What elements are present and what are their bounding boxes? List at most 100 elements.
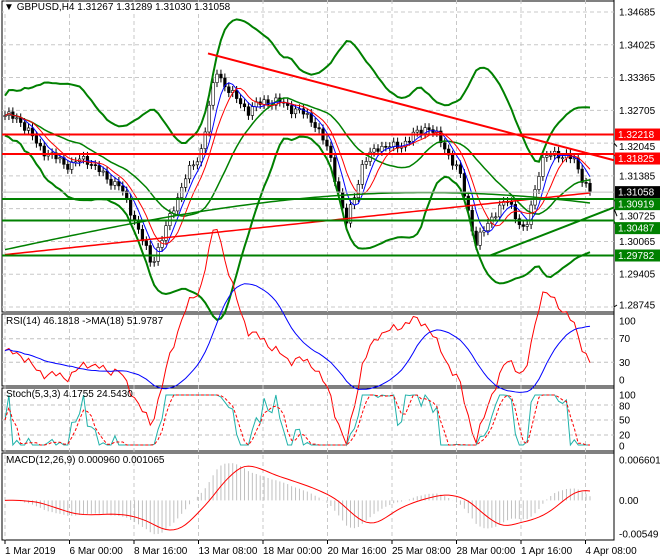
candle-body xyxy=(450,154,455,166)
level-badge xyxy=(615,198,660,211)
price-tick: 1.30725 xyxy=(619,212,656,223)
candle-body xyxy=(164,225,168,241)
ma-slow xyxy=(4,87,591,245)
candle-body xyxy=(478,231,482,246)
time-tick: 28 Mar 00:00 xyxy=(457,546,516,557)
candle-body xyxy=(211,82,215,106)
price-tick: 1.30065 xyxy=(619,237,656,248)
stoch-tick: 20 xyxy=(619,431,631,442)
candle-body xyxy=(34,135,39,144)
candle-body xyxy=(344,207,349,224)
rsi-tick: 0 xyxy=(619,376,625,387)
macd-tick: 0.006601 xyxy=(619,456,660,467)
candle-body xyxy=(509,201,514,205)
candle-body xyxy=(187,165,192,180)
rsi-ma-line xyxy=(4,283,591,393)
candle-body xyxy=(238,98,243,105)
level-label: 1.29782 xyxy=(618,251,655,262)
price-tick: 1.31385 xyxy=(619,171,656,182)
candle-body xyxy=(317,127,321,130)
candle-body xyxy=(38,142,42,147)
level-label: 1.32218 xyxy=(618,130,655,141)
panel-frame-3 xyxy=(1,452,615,541)
candle-body xyxy=(525,224,529,227)
candle-body xyxy=(148,245,152,263)
candle-body xyxy=(313,122,317,128)
candle-body xyxy=(215,73,219,83)
price-tick: 1.34685 xyxy=(619,8,656,19)
candle-body xyxy=(407,140,411,143)
macd-label: MACD(12,26,9) 0.000960 0.001065 xyxy=(6,455,165,466)
candle-body xyxy=(348,204,353,224)
stoch-main-line xyxy=(4,393,590,447)
candle-body xyxy=(101,170,105,173)
candle-body xyxy=(121,185,125,192)
time-tick: 4 Apr 08:00 xyxy=(586,546,638,557)
candle-body xyxy=(541,157,545,177)
candle-body xyxy=(89,164,93,166)
candle-body xyxy=(227,86,231,93)
candle-body xyxy=(329,145,333,158)
resistance-trendline xyxy=(207,52,615,162)
candle-body xyxy=(403,140,408,148)
candle-body xyxy=(549,155,553,157)
candle-body xyxy=(219,73,223,79)
time-tick: 20 Mar 16:00 xyxy=(328,546,387,557)
candle-body xyxy=(454,164,459,167)
time-tick: 18 Mar 00:00 xyxy=(263,546,322,557)
candle-body xyxy=(588,182,592,192)
candle-body xyxy=(380,146,384,152)
candle-body xyxy=(199,148,203,163)
candle-body xyxy=(411,131,415,142)
stoch-tick: 100 xyxy=(619,391,636,402)
candle-body xyxy=(427,127,431,130)
time-tick: 13 Mar 08:00 xyxy=(199,546,258,557)
current-price-badge xyxy=(615,186,660,199)
price-tick: 1.33365 xyxy=(619,73,656,84)
candle-body xyxy=(439,130,443,144)
ohlc-close: 1.31058 xyxy=(194,2,231,13)
candle-body xyxy=(54,152,58,160)
candle-body xyxy=(144,240,148,246)
price-tick: 1.32045 xyxy=(619,142,656,153)
support-trendline xyxy=(489,206,615,257)
candle-body xyxy=(580,168,584,183)
candle-body xyxy=(356,184,360,198)
candle-body xyxy=(223,77,227,88)
candle-body xyxy=(537,176,541,190)
axis-label-connector xyxy=(613,208,618,217)
chart-header: ▼ GBPUSD,H4 1.31267 1.31289 1.31030 1.31… xyxy=(4,2,231,13)
dropdown-triangle-icon[interactable]: ▼ xyxy=(4,2,14,13)
candle-body xyxy=(392,141,396,147)
candle-body xyxy=(545,155,549,158)
candle-body xyxy=(109,178,113,186)
candle-body xyxy=(113,181,117,186)
candle-body xyxy=(250,106,254,116)
candle-body xyxy=(529,204,533,225)
candle-body xyxy=(81,156,86,160)
axis-label-connector xyxy=(613,142,618,147)
candle-body xyxy=(262,99,266,105)
ohlc-low: 1.31030 xyxy=(155,2,192,13)
bollinger-upper xyxy=(4,18,591,163)
candle-body xyxy=(26,127,31,131)
panel-frame-0 xyxy=(1,0,615,313)
rsi-label: RSI(14) 46.1818 ->MA(18) 51.9787 xyxy=(6,316,164,327)
candle-body xyxy=(246,106,251,116)
candle-body xyxy=(117,181,121,187)
macd-tick: 0.00 xyxy=(619,496,639,507)
ma-fast xyxy=(4,82,591,252)
candle-body xyxy=(360,164,364,185)
time-tick: 1 Apr 16:00 xyxy=(521,546,573,557)
rsi-line xyxy=(4,228,591,447)
candle-body xyxy=(176,197,180,212)
candle-body xyxy=(443,142,447,150)
level-label: 1.30487 xyxy=(618,224,655,235)
price-tick: 1.29405 xyxy=(619,270,656,281)
time-tick: 1 Mar 2019 xyxy=(5,546,56,557)
candle-body xyxy=(66,164,70,170)
candle-body xyxy=(30,127,35,137)
level-badge xyxy=(615,152,660,165)
